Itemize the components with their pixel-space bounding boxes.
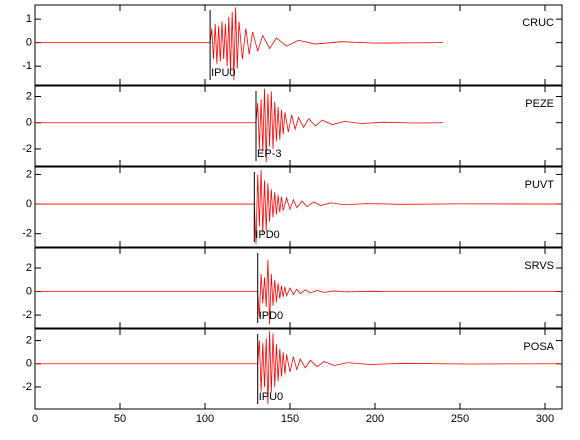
y-tick-label: 1 bbox=[26, 13, 32, 25]
pick-label: IPU0 bbox=[211, 67, 235, 79]
pick-label: IPU0 bbox=[259, 391, 283, 403]
station-label: PEZE bbox=[525, 98, 554, 110]
panel-frame bbox=[34, 328, 563, 410]
y-tick-label: 0 bbox=[26, 198, 32, 210]
station-label: CRUC bbox=[522, 17, 554, 29]
x-tick-label: 250 bbox=[451, 413, 469, 425]
panel-frame bbox=[34, 4, 563, 86]
x-tick-label: 300 bbox=[536, 413, 554, 425]
x-tick-label: 100 bbox=[196, 413, 214, 425]
y-tick-label: -2 bbox=[22, 228, 32, 240]
y-tick-label: -1 bbox=[22, 60, 32, 72]
pick-label: IPD0 bbox=[259, 310, 283, 322]
y-tick-label: -2 bbox=[22, 143, 32, 155]
panel-frame bbox=[34, 85, 563, 167]
x-tick-label: 200 bbox=[366, 413, 384, 425]
trace bbox=[35, 88, 444, 163]
station-label: SRVS bbox=[524, 260, 554, 272]
panel-frame bbox=[34, 166, 563, 248]
pick-label: IPD0 bbox=[255, 229, 279, 241]
trace bbox=[35, 331, 563, 405]
panel-frame bbox=[34, 247, 563, 329]
y-tick-label: 0 bbox=[26, 285, 32, 297]
trace bbox=[35, 7, 444, 81]
y-tick-label: 0 bbox=[26, 358, 32, 370]
trace bbox=[35, 259, 563, 325]
x-tick-label: 0 bbox=[32, 413, 38, 425]
pick-label: EP-3 bbox=[257, 148, 281, 160]
y-tick-label: -2 bbox=[22, 309, 32, 321]
x-tick-label: 50 bbox=[114, 413, 126, 425]
y-tick-label: 0 bbox=[26, 37, 32, 49]
trace bbox=[35, 169, 563, 245]
station-label: PUVT bbox=[525, 179, 555, 191]
y-tick-label: -2 bbox=[22, 381, 32, 393]
station-label: POSA bbox=[523, 341, 554, 353]
y-tick-label: 2 bbox=[26, 335, 32, 347]
y-tick-label: 2 bbox=[26, 90, 32, 102]
y-tick-label: 2 bbox=[26, 262, 32, 274]
y-tick-label: 2 bbox=[26, 168, 32, 180]
x-tick-label: 150 bbox=[281, 413, 299, 425]
y-tick-label: 0 bbox=[26, 117, 32, 129]
